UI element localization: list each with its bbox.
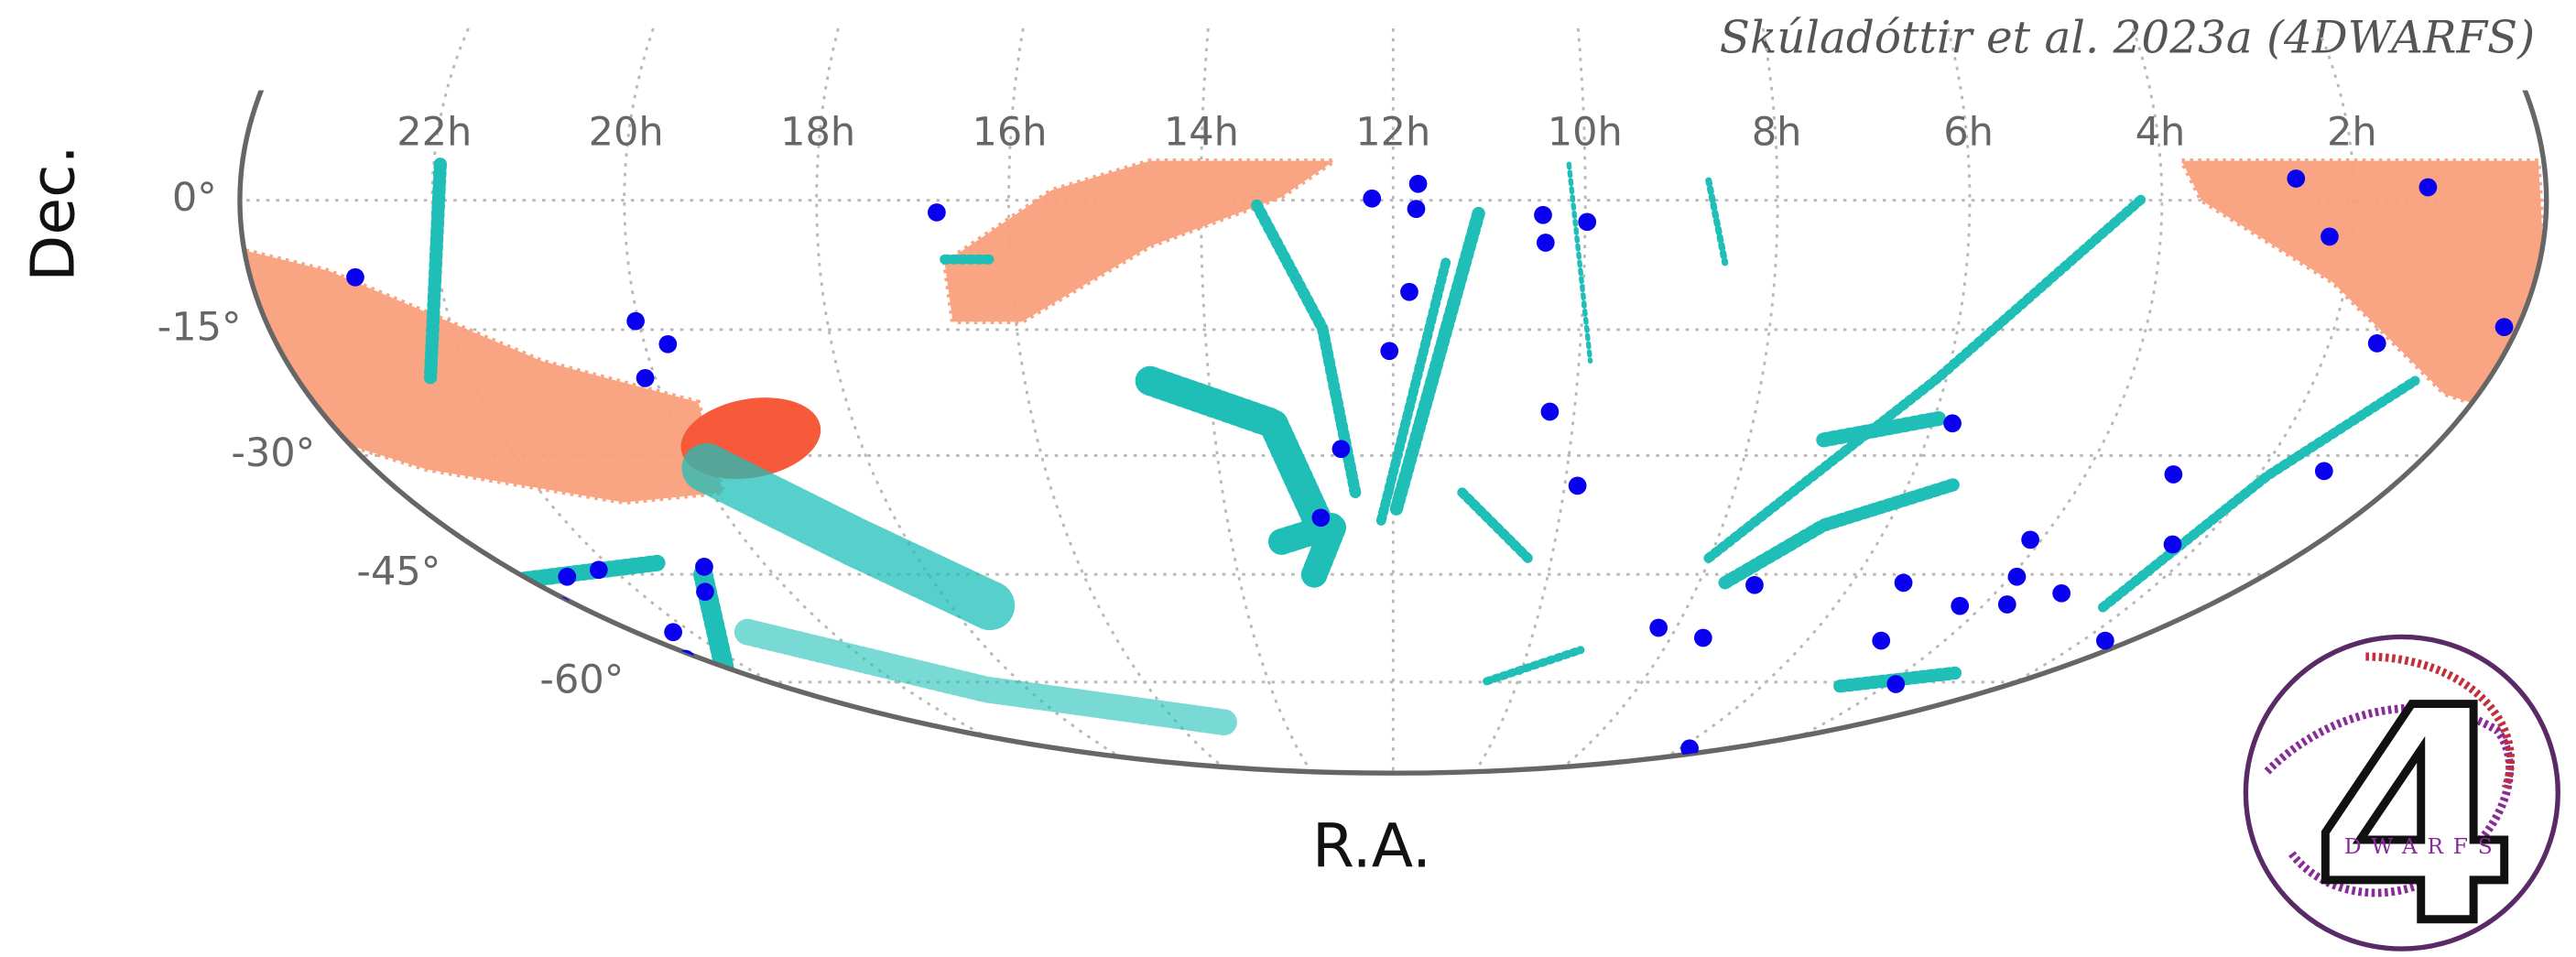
dwarf-galaxy [1540,402,1560,421]
x-tick-label: 10h [1548,109,1623,155]
dwarf-galaxy [1568,476,1587,495]
dwarf-galaxy [696,582,714,602]
dwarf-galaxy [2007,567,2027,586]
x-tick-label: 8h [1752,109,1802,155]
stream [1135,365,1342,557]
stream [1705,177,1729,266]
dwarf-galaxy [1997,595,2016,614]
y-tick-label: -15° [158,304,242,350]
dwarf-galaxy [1578,212,1597,232]
stream [1375,257,1451,530]
dwarf-galaxy [1951,596,1970,615]
x-tick-label: 6h [1943,109,1994,155]
stream [1816,411,1946,448]
dwarf-galaxy [1536,234,1555,252]
dwarf-galaxy [1872,631,1891,650]
dwarf-galaxy [2164,465,2183,484]
y-tick-label: -60° [539,657,624,702]
dwarf-galaxy [558,567,577,586]
dwarf-galaxy [2052,583,2071,603]
stream [1483,646,1585,686]
dwarf-galaxy [2287,169,2306,188]
dwarf-galaxy [608,628,626,647]
x-tick-label: 12h [1355,109,1430,155]
dwarf-galaxy [346,267,364,287]
dwarf-galaxy [658,334,678,353]
dwarf-galaxy [1400,282,1418,301]
stream [1566,161,1593,364]
dwarf-galaxy [1363,189,1382,208]
dwarf-galaxy [1380,342,1399,361]
dwarf-galaxy [695,558,713,576]
dwarf-galaxy [2418,178,2438,197]
dwarf-galaxy [1680,739,1699,758]
x-tick-label: 2h [2327,109,2377,155]
dwarf-galaxy [2494,318,2514,337]
dwarf-galaxy [1649,618,1668,637]
x-tick-label: 4h [2136,109,2186,155]
dwarf-galaxy [636,368,655,387]
y-tick-label: -45° [356,549,440,595]
dwarf-galaxy [664,623,682,642]
dwarf-galaxy [1886,675,1906,693]
dwarf-galaxy [1894,573,1913,593]
stream [1703,191,2149,563]
dwarf-galaxy [1311,508,1331,527]
stream [734,618,1237,736]
dwarf-galaxy [1407,200,1426,218]
stream [1251,199,1362,499]
dwarf-galaxy [1408,174,1428,193]
stream [423,158,447,385]
dwarf-galaxy [2321,227,2339,246]
x-axis-label: R.A. [1312,810,1431,881]
sky-outline [237,90,2549,776]
stream [681,442,1019,633]
dwarf-galaxy [1943,414,1962,433]
salmon-cloud [941,158,1342,325]
stream [1718,477,1962,590]
stream [1389,206,1485,516]
dwarf-galaxy [1331,440,1351,459]
dwarf-galaxy [1745,575,1764,594]
dwarf-galaxy [626,311,645,331]
salmon-cloud [2178,158,2546,418]
x-tick-label: 22h [397,109,472,155]
y-tick-label: -30° [231,430,315,476]
x-tick-label: 16h [972,109,1047,155]
x-tick-label: 18h [780,109,855,155]
stream [1457,487,1533,563]
dwarf-galaxy [2021,530,2039,549]
y-tick-label: 0° [172,175,217,221]
dwarf-galaxy [2314,462,2333,481]
logo-ring [2243,634,2560,952]
dwarf-galaxy [928,203,946,222]
dwarf-galaxy [2095,631,2114,650]
logo-numeral: 4 [2312,646,2518,957]
grid-line [1636,27,1972,774]
logo-text: DWARFS [2344,834,2503,859]
tick-labels: 0° -15° -30° -45° -60° 22h 20h 18h 16h 14h 12h 10h 8… [158,109,2377,702]
logo: 4 DWARFS [2243,634,2560,957]
stream [1267,504,1357,588]
streams-and-clouds [239,158,2546,736]
dwarf-galaxy [1693,628,1712,647]
dwarf-galaxy [589,560,608,580]
citation: Skúladóttir et al. 2023a (4DWARFS) [1720,12,2535,63]
x-tick-label: 20h [589,109,664,155]
x-tick-label: 14h [1164,109,1239,155]
dwarf-galaxy [2163,535,2182,554]
stream [2097,375,2420,613]
y-axis-label: Dec. [17,145,89,281]
dwarf-galaxy [2367,334,2386,353]
logo-swirl [2365,652,2515,789]
dwarf-galaxy [1534,205,1552,224]
